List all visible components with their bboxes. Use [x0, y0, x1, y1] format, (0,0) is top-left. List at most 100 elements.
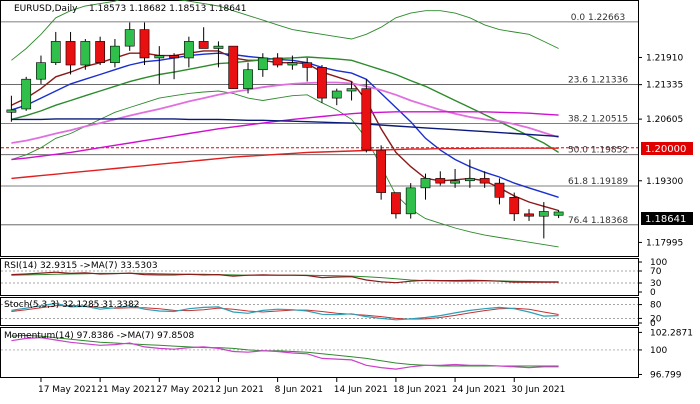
candle-3: [50, 31, 61, 66]
x-tick-label-7: 24 Jun 2021: [452, 385, 506, 395]
y-tick-label-1: 1.21335: [646, 81, 683, 91]
candle-body: [317, 67, 327, 99]
candle-body: [509, 197, 520, 215]
rsi-tick-label-0: 100: [650, 258, 667, 268]
y-tick-label-2: 1.20605: [646, 115, 683, 125]
y-tick-label-3: 1.19300: [646, 177, 683, 187]
candle-body: [198, 41, 209, 49]
candle-5: [80, 39, 91, 70]
stoch-values-line: [11, 302, 559, 321]
candle-36: [538, 202, 549, 239]
candle-23: [346, 81, 357, 101]
x-tick-label-2: 27 May 2021: [156, 385, 215, 395]
y-tick-label-0: 1.21910: [646, 53, 683, 63]
candle-16: [243, 62, 253, 94]
candle-0: [6, 95, 17, 122]
candle-20: [302, 57, 313, 82]
candle-34: [509, 192, 520, 221]
x-tick-label-4: 8 Jun 2021: [275, 385, 323, 395]
candle-21: [317, 65, 327, 103]
candle-body: [183, 41, 194, 59]
candle-body: [553, 211, 564, 216]
fib-label-4: 61.8 1.19189: [568, 177, 628, 187]
candle-body: [331, 90, 342, 99]
candle-24: [361, 79, 372, 153]
candle-18: [272, 53, 283, 68]
candle-22: [331, 88, 342, 106]
ma-red-line: [11, 147, 559, 180]
candle-body: [6, 109, 17, 113]
rsi-tick-label-1: 70: [650, 267, 662, 277]
momentum-pane-frame: [0, 327, 639, 378]
stoch-signal-line: [11, 304, 559, 320]
ma-green-line: [11, 56, 559, 153]
date-axis: 17 May 2021 21 May 2021 27 May 2021 2 Jun 2…: [38, 378, 565, 395]
level-tag-box: [641, 142, 693, 155]
candlesticks: [6, 22, 564, 239]
ma-blue-line: [11, 52, 559, 198]
fib-label-5: 76.4 1.18368: [568, 216, 628, 226]
candle-body: [65, 41, 76, 66]
stoch-tick-label-1: 20: [650, 314, 662, 324]
candle-body: [80, 41, 91, 66]
candle-body: [243, 69, 253, 89]
stoch-header: Stoch(5,3,3) 32.1285 31.3382: [4, 300, 139, 310]
candle-19: [287, 55, 298, 70]
candle-1: [21, 76, 32, 111]
fib-label-1: 23.6 1.21336: [568, 76, 628, 86]
band-upper-line: [11, 0, 559, 61]
candle-30: [450, 168, 460, 188]
candle-37: [553, 210, 564, 219]
candle-12: [183, 36, 194, 68]
candle-body: [228, 45, 239, 89]
x-tick-label-1: 21 May 2021: [97, 385, 156, 395]
rsi-header: RSI(14) 32.9315 ->MA(7) 33.5303: [4, 261, 158, 271]
momentum-ma-line: [11, 334, 559, 367]
main-pane-frame: [0, 0, 639, 257]
candle-8: [124, 22, 135, 51]
rsi-pane-frame: [0, 258, 639, 296]
rsi-tick-label-2: 30: [650, 279, 662, 289]
rsi-tick-label-3: 0: [650, 288, 656, 298]
candle-body: [450, 180, 460, 184]
candle-body: [302, 62, 313, 68]
candle-body: [124, 29, 135, 47]
rsi-values-line: [11, 271, 559, 284]
momentum-tick-label-0: 102.2871: [650, 328, 693, 338]
candle-10: [154, 46, 165, 84]
stoch-pane-frame: [0, 297, 639, 326]
candle-35: [524, 209, 534, 221]
candle-body: [464, 178, 475, 182]
candle-body: [538, 211, 549, 217]
fib-label-2: 38.2 1.20515: [568, 114, 628, 124]
candle-14: [213, 41, 224, 68]
ma-violet-line: [11, 81, 559, 144]
momentum-tick-label-2: 96.799: [650, 370, 682, 380]
candle-body: [420, 178, 431, 189]
x-tick-label-8: 30 Jun 2021: [511, 385, 565, 395]
price-axis: 1.21910 1.21335 1.20605 1.19300 1.17995: [638, 53, 683, 248]
candle-2: [36, 55, 46, 84]
momentum-tick-label-1: 100: [650, 346, 667, 356]
last-price-label: 1.18641: [645, 214, 686, 225]
candle-body: [391, 192, 401, 215]
momentum-header: Momentum(14) 97.8386 ->MA(7) 97.8508: [4, 331, 195, 341]
fib-label-0: 0.0 1.22663: [571, 13, 625, 23]
candle-body: [479, 178, 490, 184]
stoch-tick-label-0: 80: [650, 301, 662, 311]
candle-25: [376, 145, 387, 200]
candle-29: [435, 171, 446, 186]
candle-body: [50, 41, 61, 63]
candle-body: [110, 45, 120, 63]
candle-body: [213, 45, 224, 49]
x-tick-label-6: 18 Jun 2021: [393, 385, 447, 395]
x-tick-label-3: 2 Jun 2021: [215, 385, 263, 395]
stoch-tick-label-2: 0: [650, 319, 656, 329]
main-header-ohlc: 1.18573 1.18682 1.18513 1.18641: [89, 4, 246, 14]
candle-body: [257, 57, 268, 71]
candle-body: [346, 88, 357, 92]
main-header-symbol: EURUSD,Daily: [14, 4, 78, 14]
candle-17: [257, 53, 268, 77]
